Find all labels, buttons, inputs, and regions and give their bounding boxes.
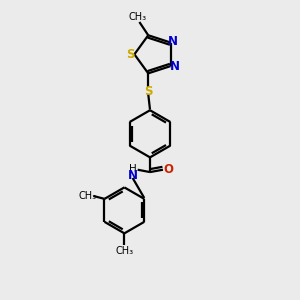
Text: CH₃: CH₃ xyxy=(78,190,97,201)
Text: N: N xyxy=(169,60,179,73)
Text: S: S xyxy=(144,85,152,98)
Text: N: N xyxy=(168,34,178,48)
Text: H: H xyxy=(129,164,136,173)
Text: N: N xyxy=(128,169,138,182)
Text: O: O xyxy=(163,163,173,176)
Text: S: S xyxy=(126,48,135,61)
Text: CH₃: CH₃ xyxy=(115,246,134,256)
Text: CH₃: CH₃ xyxy=(129,12,147,22)
